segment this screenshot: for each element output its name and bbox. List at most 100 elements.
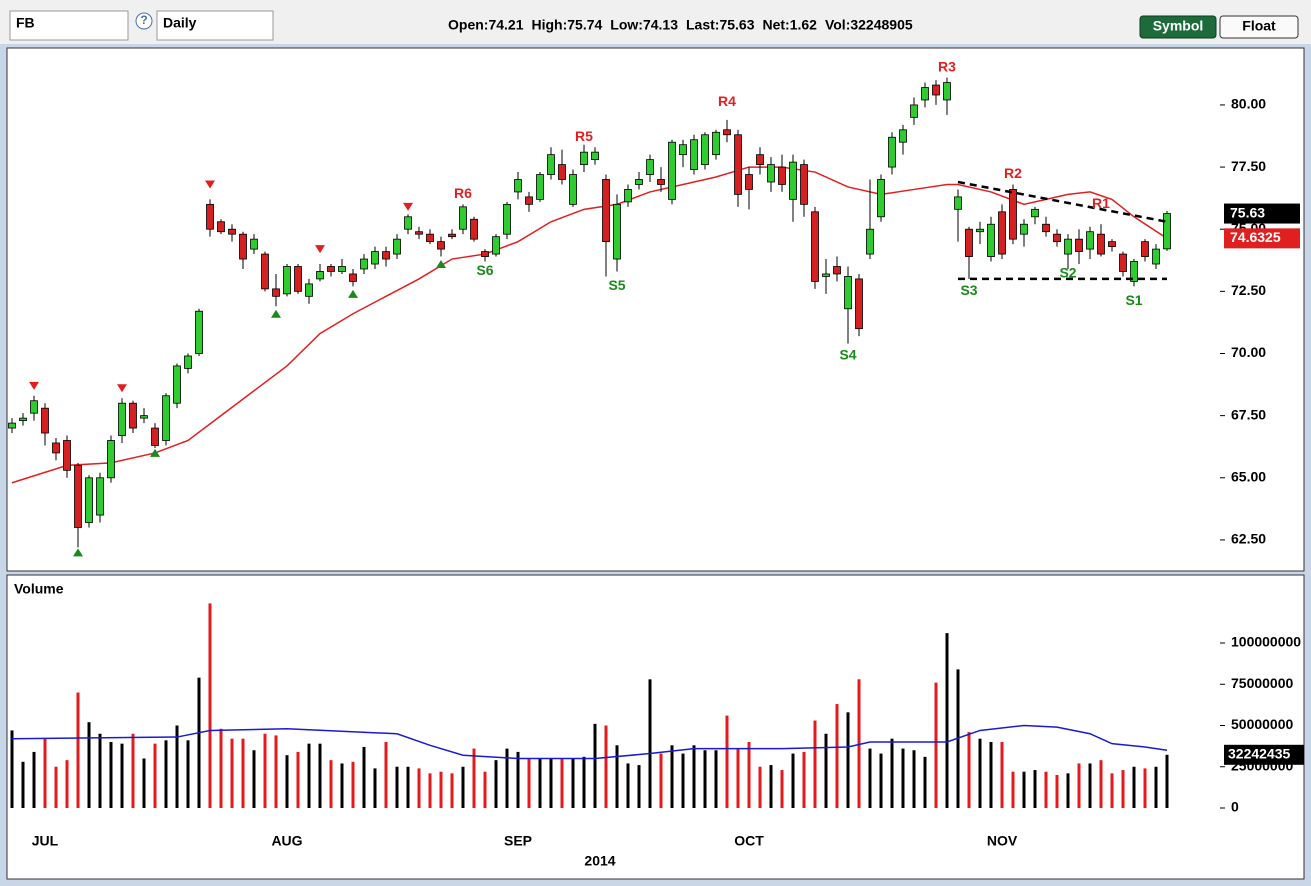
volume-bar bbox=[802, 751, 806, 808]
candle-body bbox=[1152, 248, 1160, 265]
volume-bar bbox=[1154, 766, 1158, 808]
volume-bar bbox=[10, 730, 14, 808]
volume-bar bbox=[1132, 766, 1136, 808]
candle-body bbox=[536, 174, 544, 200]
panel-title: Volume bbox=[14, 581, 64, 597]
symbol-button[interactable] bbox=[1139, 15, 1217, 39]
candle-body bbox=[602, 179, 610, 243]
candle-body bbox=[844, 276, 852, 310]
candle-body bbox=[228, 228, 236, 235]
candle-body bbox=[932, 84, 940, 96]
volume-bar bbox=[362, 746, 366, 808]
candle-body bbox=[393, 238, 401, 255]
quote-item: Vol:32248905 bbox=[825, 17, 913, 33]
volume-bar bbox=[54, 766, 58, 808]
price-panel bbox=[6, 47, 1305, 572]
volume-bar bbox=[120, 743, 124, 808]
pivot-marker bbox=[205, 180, 215, 189]
pivot-label: R4 bbox=[718, 93, 736, 109]
volume-bar bbox=[681, 753, 685, 808]
volume-bar bbox=[219, 728, 223, 808]
volume-bar bbox=[1000, 742, 1004, 808]
volume-bar bbox=[142, 758, 146, 808]
period-input[interactable] bbox=[156, 10, 274, 41]
candle-body bbox=[305, 283, 313, 297]
volume-bar bbox=[406, 766, 410, 808]
candle-body bbox=[910, 104, 918, 118]
candle-body bbox=[415, 231, 423, 235]
help-icon[interactable] bbox=[135, 12, 153, 30]
volume-bar bbox=[615, 745, 619, 808]
candle-body bbox=[63, 440, 71, 471]
moving-average bbox=[11, 166, 1168, 484]
candle-body bbox=[547, 154, 555, 175]
volume-bar bbox=[164, 740, 168, 808]
candle-body bbox=[118, 402, 126, 436]
pivot-marker bbox=[436, 260, 446, 269]
last-volume-box bbox=[1224, 744, 1304, 765]
candle-body bbox=[437, 241, 445, 250]
candle-body bbox=[514, 179, 522, 193]
candle-body bbox=[74, 464, 82, 528]
pivot-label: S1 bbox=[1125, 292, 1142, 308]
volume-bar bbox=[1110, 773, 1114, 808]
candle-body bbox=[85, 477, 93, 523]
symbol-input[interactable] bbox=[9, 10, 129, 41]
volume-bar bbox=[43, 738, 47, 808]
candle-body bbox=[481, 251, 489, 257]
last-price-label: 75.63 bbox=[1230, 204, 1265, 220]
candle-body bbox=[349, 273, 357, 282]
volume-bar bbox=[197, 677, 201, 808]
candle-body bbox=[173, 365, 181, 404]
volume-bar bbox=[1121, 770, 1125, 808]
candle-body bbox=[624, 189, 632, 203]
volume-bar bbox=[571, 758, 575, 808]
volume-bar bbox=[890, 738, 894, 808]
volume-bar bbox=[428, 773, 432, 808]
volume-bar bbox=[351, 761, 355, 808]
float-button[interactable] bbox=[1219, 15, 1299, 39]
pivot-marker bbox=[150, 448, 160, 457]
volume-bar bbox=[1077, 763, 1081, 808]
volume-bar bbox=[901, 748, 905, 808]
volume-bar bbox=[670, 745, 674, 808]
candle-body bbox=[888, 136, 896, 168]
volume-bar bbox=[769, 765, 773, 808]
volume-bar bbox=[252, 750, 256, 808]
candle-body bbox=[866, 228, 874, 255]
candle-body bbox=[140, 415, 148, 419]
y-tick-label: 75000000 bbox=[1231, 675, 1294, 691]
candle-body bbox=[580, 151, 588, 165]
pivot-label: S6 bbox=[476, 262, 493, 278]
quote: Open:74.21 High:75.74 Low:74.13 Last:75.63 N… bbox=[448, 17, 913, 33]
candle-body bbox=[261, 253, 269, 290]
volume-bar bbox=[967, 732, 971, 808]
period: Daily bbox=[163, 15, 197, 31]
volume-bar bbox=[813, 720, 817, 808]
volume-bar bbox=[450, 773, 454, 808]
candle-body bbox=[1163, 213, 1171, 250]
candle-body bbox=[613, 203, 621, 260]
pivot-marker bbox=[117, 384, 127, 393]
volume-bar bbox=[439, 771, 443, 808]
candle-body bbox=[96, 477, 104, 516]
candle-body bbox=[921, 87, 929, 101]
y-tick-label: 80.00 bbox=[1231, 96, 1266, 112]
pivot-label: S2 bbox=[1059, 265, 1076, 281]
volume-bar bbox=[835, 704, 839, 808]
candle-body bbox=[899, 129, 907, 143]
y-tick-label: 70.00 bbox=[1231, 344, 1266, 360]
candle-body bbox=[371, 251, 379, 265]
volume-bar bbox=[780, 770, 784, 808]
volume-bar bbox=[758, 766, 762, 808]
candle-body bbox=[701, 134, 709, 165]
pivot-label: S5 bbox=[608, 277, 625, 293]
volume-bar bbox=[714, 750, 718, 808]
candle-body bbox=[998, 211, 1006, 255]
volume-bar bbox=[560, 758, 564, 808]
candle-body bbox=[1031, 208, 1039, 218]
float-button-label: Float bbox=[1242, 18, 1276, 34]
volume-bar bbox=[538, 758, 542, 808]
y-tick-label: 67.50 bbox=[1231, 406, 1266, 422]
candle-body bbox=[448, 233, 456, 238]
